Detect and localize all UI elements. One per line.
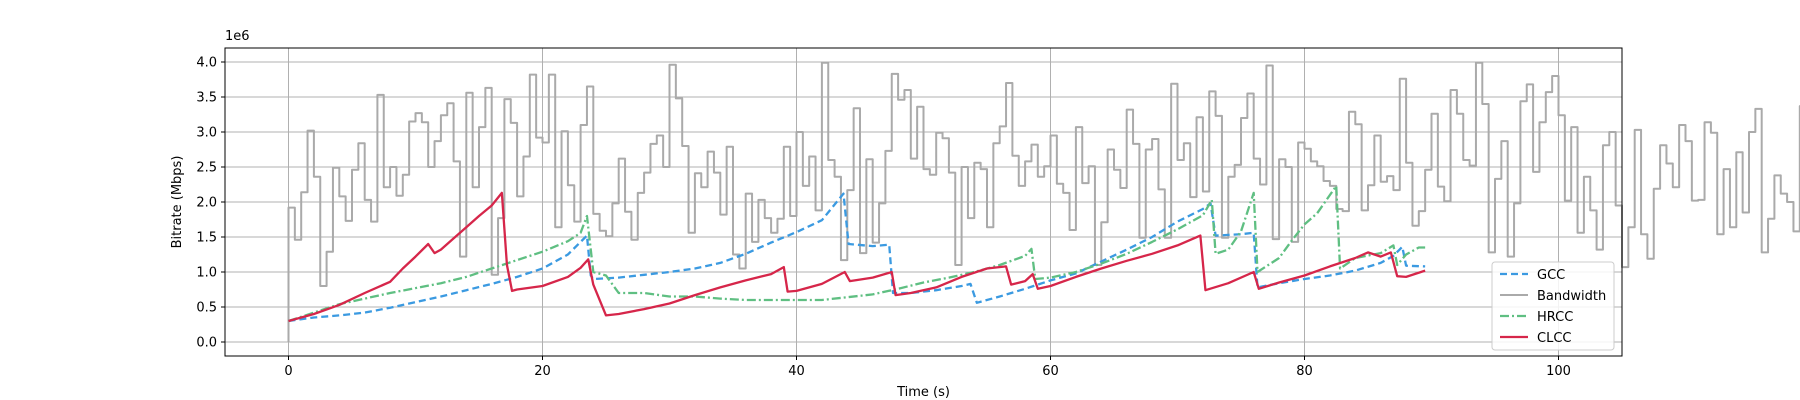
legend: GCC Bandwidth HRCC CLCC xyxy=(1491,261,1615,351)
x-tick-label: 60 xyxy=(1042,364,1059,379)
legend-label-clcc: CLCC xyxy=(1537,331,1571,346)
y-tick-label: 1.5 xyxy=(196,231,217,246)
y-tick-label: 1.0 xyxy=(196,266,217,281)
y-axis-label: Bitrate (Mbps) xyxy=(170,156,185,249)
legend-label-bandwidth: Bandwidth xyxy=(1537,289,1606,304)
x-tick-label: 40 xyxy=(788,364,805,379)
x-axis: 0 20 40 60 80 100 xyxy=(284,356,1571,379)
legend-box xyxy=(1491,261,1615,351)
x-tick-label: 100 xyxy=(1546,364,1571,379)
y-tick-label: 2.0 xyxy=(196,196,217,211)
y-tick-label: 3.0 xyxy=(196,126,217,141)
series-layer xyxy=(287,61,1800,342)
x-tick-label: 20 xyxy=(534,364,551,379)
legend-label-gcc: GCC xyxy=(1537,268,1565,283)
y-axis: 0.0 0.5 1.0 1.5 2.0 2.5 3.0 3.5 4.0 xyxy=(196,56,225,351)
y-tick-label: 0.0 xyxy=(196,336,217,351)
x-axis-label: Time (s) xyxy=(896,385,950,400)
series-gcc-line xyxy=(288,192,1426,323)
y-offset-label: 1e6 xyxy=(225,29,250,44)
series-bandwidth-line xyxy=(287,61,1800,342)
legend-label-hrcc: HRCC xyxy=(1537,310,1573,325)
y-tick-label: 2.5 xyxy=(196,161,217,176)
x-tick-label: 0 xyxy=(284,364,292,379)
y-tick-label: 4.0 xyxy=(196,56,217,71)
series-clcc-line xyxy=(288,191,1426,323)
x-tick-label: 80 xyxy=(1296,364,1313,379)
y-tick-label: 3.5 xyxy=(196,91,217,106)
y-tick-label: 0.5 xyxy=(196,301,217,316)
